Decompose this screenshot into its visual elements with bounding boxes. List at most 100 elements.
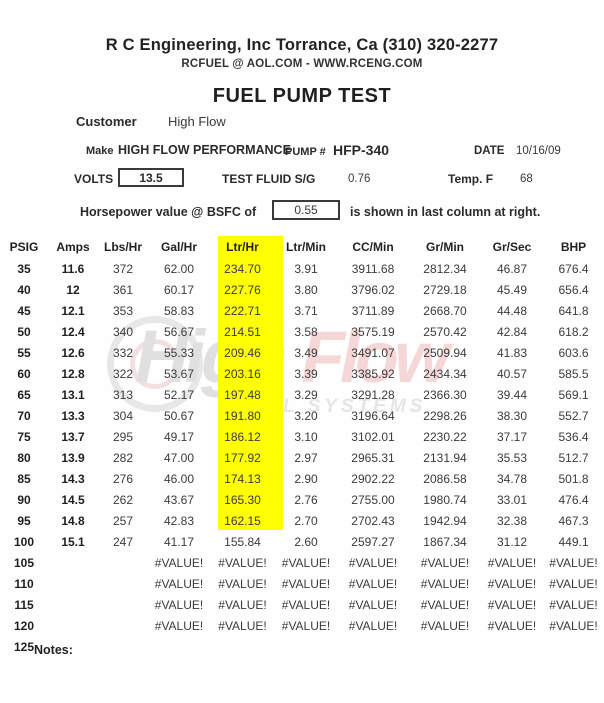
column-header-ltr-per-hr: Ltr/Hr [226,240,259,254]
cell-ltr-per-hr: 162.15 [224,513,261,528]
cell-gal-per-hr: 58.83 [163,303,195,318]
cell-ltr-per-hr: #VALUE! [218,576,267,591]
cell-ltr-per-hr: 227.76 [224,282,261,297]
cell-amps: 15.1 [61,534,85,549]
cell-gr-per-min: 2570.42 [423,324,467,339]
cell-gal-per-hr: #VALUE! [154,597,204,612]
cell-amps: 13.9 [61,450,85,465]
cell-ltr-per-min: 2.76 [294,492,318,507]
cell-amps [48,615,98,636]
cell-lbs-per-hr: 295 [112,429,134,444]
cell-cc-per-min: 3575.19 [351,324,395,339]
cell-gal-per-hr: #VALUE! [154,576,204,591]
cell-lbs-per-hr [98,573,148,594]
cell-cc-per-min: 3196.64 [351,408,395,423]
cell-gr-per-sec: 32.38 [496,513,528,528]
cell-amps [48,573,98,594]
cell-bhp: #VALUE! [549,618,598,633]
cell-cc-per-min: 2597.27 [351,534,395,549]
cell-gr-per-sec: 31.12 [496,534,528,549]
cell-ltr-per-hr: #VALUE! [218,597,267,612]
cell-bhp: 512.7 [558,450,589,465]
bsfc-label: Horsepower value @ BSFC of [80,205,257,219]
cell-gr-per-min: 2729.18 [423,282,467,297]
notes-label: Notes: [34,643,73,657]
table-row: 70 13.3 304 50.67 191.80 3.20 3196.64 2298.26 38… [0,405,604,426]
cell-psig: 80 [17,450,31,465]
cell-bhp: #VALUE! [549,576,598,591]
cell-gr-per-sec: 41.83 [496,345,528,360]
cell-cc-per-min: #VALUE! [348,597,398,612]
cell-ltr-per-hr: 222.71 [224,303,261,318]
cell-gal-per-hr: 43.67 [163,492,195,507]
temperature-value: 68 [520,173,533,185]
volts-label: VOLTS [74,172,114,186]
cell-gr-per-sec: 35.53 [496,450,528,465]
cell-gal-per-hr: 55.33 [163,345,195,360]
cell-gr-per-sec: #VALUE! [487,618,537,633]
cell-bhp: 467.3 [558,513,589,528]
cell-gr-per-min [409,636,481,657]
cell-psig: 125 [13,639,35,654]
table-row: 85 14.3 276 46.00 174.13 2.90 2902.22 2086.58 34… [0,468,604,489]
table-row: 50 12.4 340 56.67 214.51 3.58 3575.19 2570.42 42… [0,321,604,342]
cell-bhp: 656.4 [558,282,589,297]
cell-psig: 75 [17,429,31,444]
cell-amps: 13.7 [61,429,85,444]
table-row: 120 #VALUE! #VALUE! #VALUE! #VALUE! #VALUE! #V… [0,615,604,636]
cell-ltr-per-min: 2.97 [294,450,318,465]
cell-lbs-per-hr: 257 [112,513,134,528]
column-header-gr-per-min: Gr/Min [426,240,464,254]
cell-bhp: #VALUE! [549,555,598,570]
bsfc-note: is shown in last column at right. [350,205,541,219]
cell-ltr-per-min: 3.10 [294,429,318,444]
cell-amps: 12 [66,282,80,297]
table-row: 40 12 361 60.17 227.76 3.80 3796.02 2729.18 45.4… [0,279,604,300]
cell-gr-per-sec: 39.44 [496,387,528,402]
cell-cc-per-min [337,636,409,657]
cell-ltr-per-hr: #VALUE! [218,618,267,633]
cell-amps: 12.1 [61,303,85,318]
company-header: R C Engineering, Inc Torrance, Ca (310) … [105,36,499,54]
cell-amps: 13.1 [61,387,85,402]
fuel-pump-data-table: PSIG Amps Lbs/Hr Gal/Hr Ltr/Hr Ltr/Min CC/Min G… [0,236,604,657]
cell-cc-per-min: 3796.02 [351,282,395,297]
cell-cc-per-min: 3491.07 [351,345,395,360]
cell-amps: 12.6 [61,345,85,360]
bsfc-field[interactable]: 0.55 [272,200,340,220]
company-contact-line: RCFUEL @ AOL.COM - WWW.RCENG.COM [181,58,423,70]
make-value: HIGH FLOW PERFORMANCE [118,143,291,157]
cell-bhp: 676.4 [558,261,589,276]
cell-ltr-per-min: #VALUE! [281,555,331,570]
cell-lbs-per-hr [98,594,148,615]
cell-ltr-per-min: 3.20 [294,408,318,423]
volts-field[interactable]: 13.5 [118,168,184,187]
customer-label: Customer [76,114,137,129]
cell-bhp: 476.4 [558,492,589,507]
table-row: 90 14.5 262 43.67 165.30 2.76 2755.00 1980.74 33… [0,489,604,510]
cell-ltr-per-hr: 177.92 [224,450,261,465]
cell-ltr-per-min: 3.29 [294,387,318,402]
table-row: 45 12.1 353 58.83 222.71 3.71 3711.89 2668.70 44… [0,300,604,321]
cell-gal-per-hr [148,636,210,657]
cell-amps [48,552,98,573]
cell-gr-per-sec: 44.48 [496,303,528,318]
cell-lbs-per-hr: 340 [112,324,134,339]
cell-ltr-per-min: 3.49 [294,345,318,360]
cell-gal-per-hr: 56.67 [163,324,195,339]
cell-ltr-per-min: 2.60 [294,534,318,549]
cell-amps [48,594,98,615]
column-header-gal-per-hr: Gal/Hr [160,240,197,254]
cell-ltr-per-hr: 234.70 [224,261,261,276]
cell-gal-per-hr: 49.17 [163,429,195,444]
cell-gr-per-min: 2230.22 [423,429,467,444]
cell-gal-per-hr: 47.00 [163,450,195,465]
table-row: 75 13.7 295 49.17 186.12 3.10 3102.01 2230.22 37… [0,426,604,447]
cell-ltr-per-hr: 203.16 [224,366,261,381]
cell-lbs-per-hr [98,615,148,636]
cell-gal-per-hr: 46.00 [163,471,195,486]
cell-cc-per-min: 3911.68 [351,261,395,276]
cell-ltr-per-hr: 174.13 [224,471,261,486]
table-row: 65 13.1 313 52.17 197.48 3.29 3291.28 2366.30 39… [0,384,604,405]
cell-gr-per-sec [481,636,543,657]
